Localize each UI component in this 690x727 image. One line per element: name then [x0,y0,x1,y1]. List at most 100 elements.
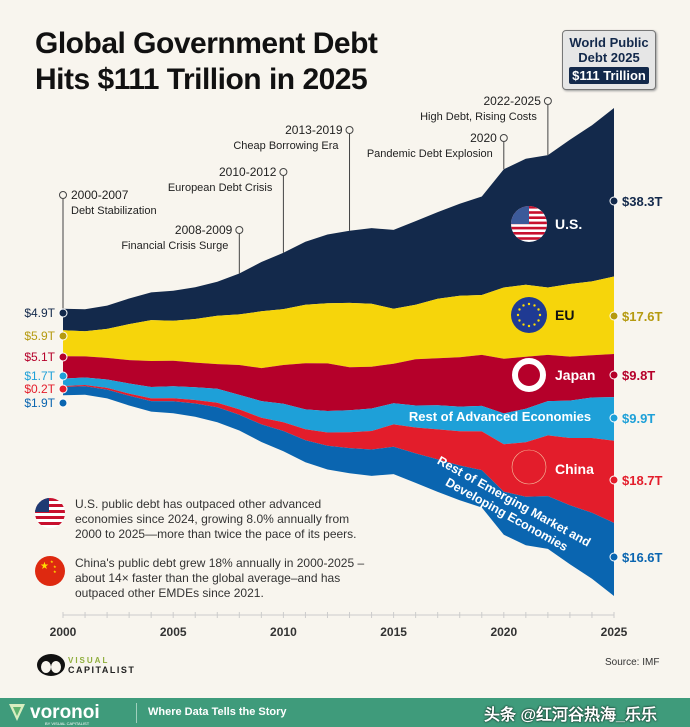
x-tick-label: 2025 [601,625,628,639]
start-marker [58,352,68,362]
annotation-marker [235,226,244,234]
watermark: 头条 @红河谷热海_乐乐 [484,707,657,724]
eu-star [516,313,520,317]
end-marker [609,475,619,485]
title-line-2: Hits $111 Trillion in 2025 [35,63,368,96]
x-tick-label: 2005 [160,625,187,639]
end-value-label: $17.6T [622,309,663,324]
start-marker [58,371,68,381]
x-tick-label: 2020 [490,625,517,639]
annotation-marker [59,191,67,199]
annotation-period: 2000-2007 [71,188,129,202]
eu-star [518,319,521,322]
annotation-period: 2010-2012 [219,165,277,179]
end-marker [609,196,619,206]
divider [136,703,137,723]
end-marker [609,413,619,423]
band-label-rest-advanced: Rest of Advanced Economies [409,409,591,424]
eu-star [533,304,536,307]
area-rest-of-advanced-economies [63,377,614,445]
flag-stripe [511,226,547,230]
eu-star [527,302,531,306]
x-tick-label: 2010 [270,625,297,639]
band-label-japan: Japan [555,367,595,383]
end-marker [609,552,619,562]
start-value-label: $1.9T [24,396,55,410]
annotations: 2000-2007 Debt Stabilization 2008-2009 Fina… [59,94,552,309]
annotation-marker [499,134,508,142]
area-china [63,385,614,523]
japan-flag-icon [512,358,546,392]
annotation-text: Financial Crisis Surge [121,240,228,252]
annotation-text: European Debt Crisis [168,182,273,194]
flag-stripe [511,232,547,235]
x-tick-label: 2015 [380,625,407,639]
us-flag-icon [511,206,547,242]
start-value-label: $0.2T [24,382,55,396]
start-value-label: $5.1T [24,350,55,364]
start-marker [58,308,68,318]
china-flag-icon [511,449,547,485]
end-labels: $4.9T $38.3T $5.9T $17.6T $5.1T $9.8T $1.7T $9.… [24,194,662,565]
logo-text-top: VISUAL [68,656,110,665]
end-value-label: $9.9T [622,411,655,426]
voronoi-logo: voronoi [30,702,100,723]
page-title: Global Government Debt Hits $111 Trillio… [35,26,378,98]
annotation-marker [345,126,354,134]
badge-label-2: Debt 2025 [578,50,640,65]
start-value-label: $1.7T [24,369,55,383]
end-marker [609,370,619,380]
eu-flag-icon [511,297,547,333]
annotation-text: Pandemic Debt Explosion [367,148,493,160]
end-value-label: $16.6T [622,550,663,565]
us-note: U.S. public debt has outpaced other adva… [75,497,357,541]
world-debt-badge: World Public Debt 2025 $111 Trillion [562,30,656,90]
badge-value: $111 Trillion [569,67,649,84]
eu-star [518,308,521,311]
annotation-text: Cheap Borrowing Era [233,140,339,152]
x-tick-label: 2000 [50,625,77,639]
logo-text-bottom: CAPITALIST [68,665,136,675]
annotation-period: 2020 [470,131,497,145]
area-japan [63,354,614,414]
voronoi-sub: BY VISUAL CAPITALIST [45,721,90,726]
start-marker [58,398,68,408]
annotation-marker [279,168,288,176]
area-eu [63,276,614,369]
eu-star [527,324,531,328]
start-value-label: $4.9T [24,306,55,320]
annotation-period: 2013-2019 [285,123,343,137]
eu-star [537,308,540,311]
annotation-marker [543,97,552,105]
band-label-us: U.S. [555,216,582,232]
tagline: Where Data Tells the Story [148,706,287,718]
band-label-china: China [555,461,594,477]
start-value-label: $5.9T [24,329,55,343]
band-label-eu: EU [555,307,574,323]
end-value-label: $18.7T [622,473,663,488]
eu-star [538,313,542,317]
annotation-period: 2022-2025 [483,94,541,108]
title-line-1: Global Government Debt [35,27,378,60]
voronoi-logo-icon [9,704,25,721]
start-marker [58,384,68,394]
stream-areas [63,108,614,596]
end-marker [609,311,619,321]
eu-star [537,319,540,322]
annotation-text: High Debt, Rising Costs [420,111,537,123]
footer-bar: voronoi BY VISUAL CAPITALIST Where Data … [0,698,690,727]
flag-stripe [511,237,547,240]
end-value-label: $38.3T [622,194,663,209]
eu-star [522,304,525,307]
start-marker [58,331,68,341]
eu-star [533,323,536,326]
x-axis: 2000 2005 2010 2015 2020 2025 [50,612,628,639]
end-value-label: $9.8T [622,368,655,383]
annotation-text: Debt Stabilization [71,205,157,217]
area-u-s- [63,108,614,332]
eu-star [522,323,525,326]
badge-label: World Public [569,35,649,50]
source-label: Source: IMF [605,657,660,668]
annotation-period: 2008-2009 [175,223,233,237]
